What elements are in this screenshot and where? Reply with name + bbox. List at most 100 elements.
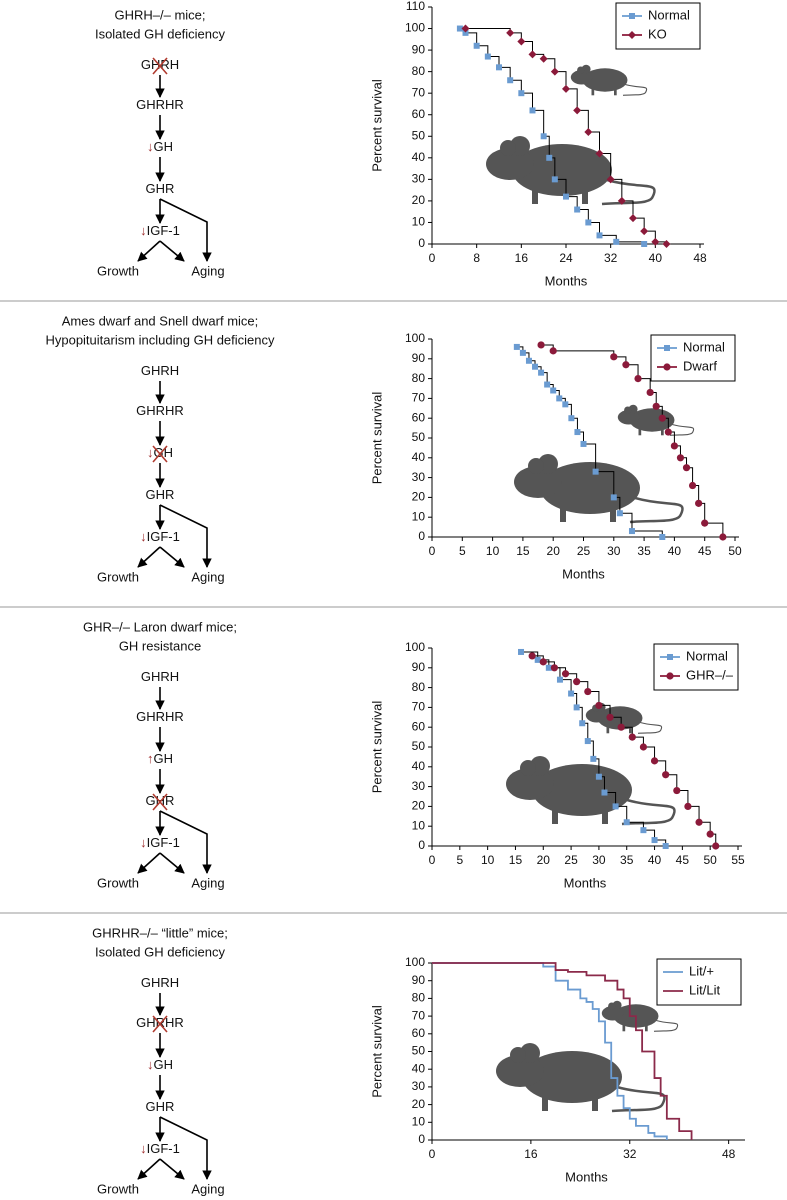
y-tick-label: 10	[412, 818, 426, 832]
mouse-body	[629, 408, 675, 432]
y-tick-label: 20	[412, 490, 426, 504]
marker	[658, 414, 666, 422]
mouse-head	[514, 466, 562, 498]
marker	[617, 196, 626, 205]
marker	[595, 701, 603, 710]
mouse-body	[532, 764, 632, 816]
x-axis-label: Months	[545, 273, 588, 288]
y-tick-label: 90	[412, 351, 426, 365]
outcome: Growth	[97, 569, 139, 584]
marker	[550, 387, 557, 394]
y-tick-label: 80	[412, 991, 426, 1005]
outcome: Growth	[97, 263, 139, 278]
x-tick-label: 40	[668, 544, 682, 558]
mouse-leg	[592, 1097, 598, 1111]
y-tick-label: 90	[412, 42, 426, 56]
node-label: GHRH	[141, 669, 179, 684]
marker	[596, 232, 603, 239]
marker	[573, 106, 582, 115]
mouse-leg	[542, 1097, 548, 1111]
survival-line	[432, 962, 668, 1140]
arrow	[159, 240, 185, 262]
pathway-node: GHRH	[141, 363, 179, 378]
diagram-title: Isolated GH deficiency	[95, 944, 226, 959]
mouse-tail	[637, 721, 663, 734]
x-tick-label: 8	[473, 251, 480, 265]
marker	[606, 713, 614, 721]
x-tick-label: 0	[429, 544, 436, 558]
change-indicator: ↓	[147, 445, 154, 460]
y-tick-label: 30	[412, 779, 426, 793]
x-tick-label: 25	[577, 544, 591, 558]
marker	[484, 53, 491, 60]
marker	[580, 440, 587, 447]
marker	[473, 42, 480, 49]
mouse-body	[597, 706, 643, 730]
node-label: GH	[154, 139, 174, 154]
marker	[623, 819, 630, 826]
y-tick-label: 10	[412, 509, 426, 523]
node-label: GHR	[146, 181, 175, 196]
marker	[651, 237, 660, 246]
pathway-node: ↓GH	[147, 139, 173, 154]
cross	[152, 57, 168, 75]
survival-line	[459, 28, 645, 244]
marker	[595, 773, 602, 780]
marker	[579, 720, 586, 727]
marker	[650, 757, 659, 765]
marker	[568, 690, 575, 697]
x-tick-label: 50	[704, 853, 718, 867]
marker	[529, 107, 536, 114]
pathway-node: GHR	[146, 487, 175, 502]
marker	[606, 175, 615, 184]
x-tick-label: 50	[728, 544, 742, 558]
change-indicator: ↑	[147, 751, 154, 766]
marker	[662, 240, 671, 248]
node-label: GHR	[146, 487, 175, 502]
marker	[629, 214, 637, 223]
pathway-node: ↓IGF-1	[140, 529, 180, 544]
marker	[574, 429, 581, 436]
mouse-leg	[532, 190, 538, 204]
y-tick-label: 40	[412, 1061, 426, 1075]
marker	[646, 388, 654, 397]
y-tick-label: 0	[418, 1132, 425, 1146]
marker	[525, 357, 532, 364]
mouse-leg	[638, 429, 642, 436]
y-tick-label: 90	[412, 660, 426, 674]
marker	[639, 743, 648, 751]
mouse-icon	[506, 756, 676, 826]
marker	[518, 90, 525, 97]
mouse-tail	[622, 83, 648, 96]
mouse-head	[585, 708, 608, 723]
x-tick-label: 16	[515, 251, 529, 265]
mouse-icon	[617, 404, 695, 436]
x-tick-label: 0	[429, 1147, 436, 1161]
node-label: GHRHR	[136, 403, 184, 418]
marker	[617, 723, 625, 731]
outcome: Aging	[191, 569, 224, 584]
x-tick-label: 5	[459, 544, 466, 558]
pathway-node: GHRHR	[136, 709, 184, 724]
mouse-leg	[629, 727, 632, 734]
survival-line	[465, 28, 667, 244]
node-label: GHR	[146, 1099, 175, 1114]
y-tick-label: 60	[412, 1026, 426, 1040]
marker	[532, 363, 539, 370]
marker	[561, 670, 570, 678]
diagram-title: GHRHR–/– “little” mice;	[92, 925, 228, 940]
mouse-ear	[577, 66, 585, 74]
diagram-title: GHR–/– Laron dwarf mice;	[83, 619, 237, 634]
mouse-icon	[570, 64, 648, 96]
diagram-title: Isolated GH deficiency	[95, 26, 226, 41]
marker	[538, 369, 545, 376]
marker	[456, 25, 463, 32]
arrow	[159, 504, 212, 568]
mouse-body	[582, 68, 628, 92]
marker	[562, 84, 570, 93]
mouse-icon	[514, 454, 684, 524]
arrow	[159, 852, 185, 874]
pathway-node: ↓GH	[147, 1057, 173, 1072]
mouse-tail	[621, 798, 676, 826]
pathway-node: GHR	[146, 1099, 175, 1114]
